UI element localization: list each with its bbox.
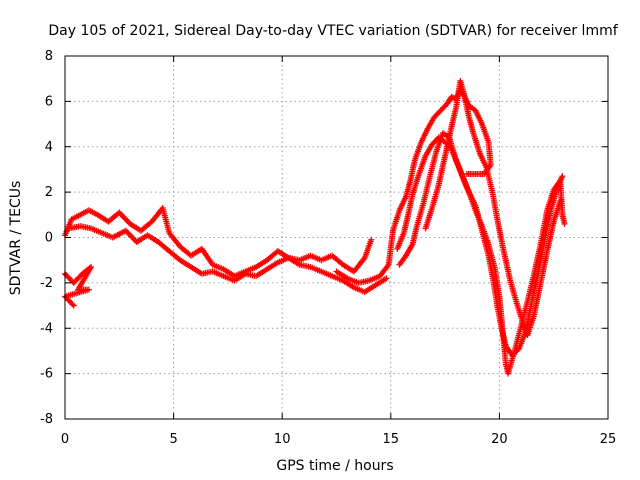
y-tick-label: -4 — [40, 321, 53, 336]
x-tick-label: 5 — [169, 432, 177, 447]
y-tick-label: -6 — [40, 367, 53, 382]
x-tick-label: 20 — [491, 432, 508, 447]
x-axis-label: GPS time / hours — [276, 458, 393, 474]
data-point — [463, 170, 470, 177]
y-tick-label: -2 — [40, 276, 53, 291]
data-points — [62, 77, 568, 377]
y-tick-label: 0 — [45, 231, 53, 246]
y-tick-label: 2 — [45, 185, 53, 200]
data-point — [557, 198, 564, 205]
x-tick-label: 25 — [600, 432, 617, 447]
data-point — [559, 173, 566, 180]
x-tick-label: 15 — [383, 432, 400, 447]
x-tick-label: 10 — [274, 432, 291, 447]
axis-ticks: 0 5 10 15 20 25 -8 -6 -4 -2 0 2 4 6 8 — [40, 49, 616, 447]
series-track-f — [396, 130, 568, 377]
y-tick-label: 4 — [45, 140, 53, 155]
data-point — [69, 301, 76, 308]
chart-title: Day 105 of 2021, Sidereal Day-to-day VTE… — [48, 23, 618, 39]
y-tick-label: -8 — [40, 412, 53, 427]
data-point — [561, 220, 568, 227]
x-tick-label: 0 — [61, 432, 69, 447]
series-track-b — [66, 223, 390, 295]
y-tick-label: 6 — [45, 94, 53, 109]
data-point — [70, 302, 77, 309]
y-tick-label: 8 — [45, 49, 53, 64]
series-track-g — [422, 77, 564, 339]
data-point — [383, 275, 390, 282]
data-point — [368, 236, 375, 243]
series-track-a — [62, 205, 375, 280]
y-axis-label: SDTVAR / TECUs — [8, 181, 24, 296]
series-track-c — [62, 263, 95, 309]
